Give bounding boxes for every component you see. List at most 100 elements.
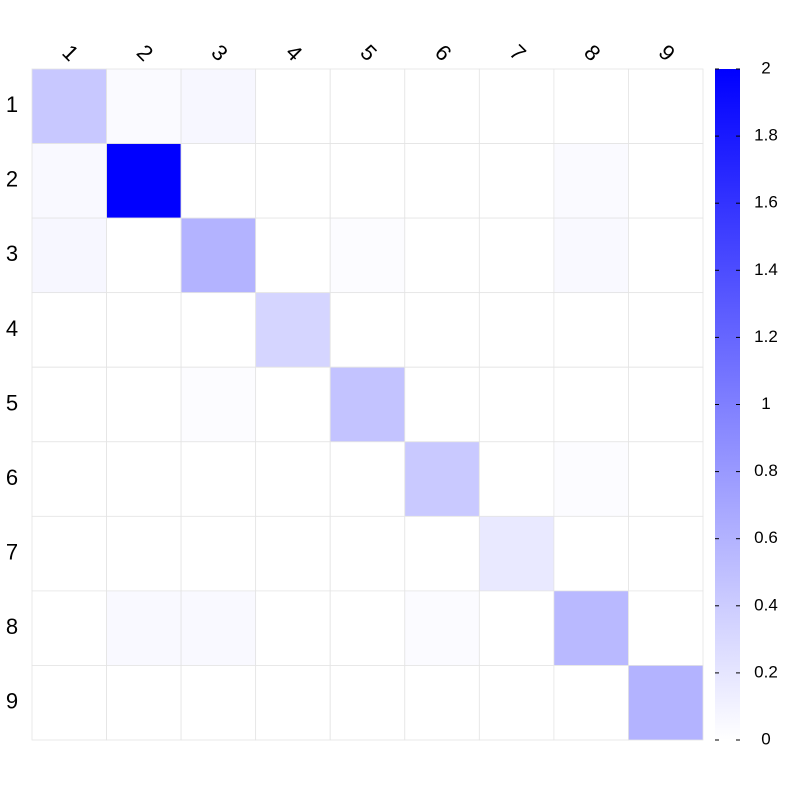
heatmap-cell [478, 665, 555, 741]
heatmap-cell [31, 665, 107, 741]
heatmap-cell [180, 143, 257, 219]
heatmap-cell [31, 590, 107, 666]
heatmap-cell [329, 665, 406, 741]
y-tick-label: 2 [6, 167, 18, 192]
heatmap-cell [329, 217, 406, 294]
y-tick-label: 5 [6, 390, 18, 415]
heatmap-cell [106, 217, 182, 294]
heatmap-cell [478, 143, 555, 219]
y-tick-label: 4 [6, 316, 18, 341]
colorbar-tick-label: 0 [761, 729, 770, 748]
heatmap-cell [478, 217, 555, 294]
heatmap-cell [628, 665, 704, 741]
heatmap-cell [404, 441, 480, 517]
heatmap-cell [31, 292, 107, 368]
heatmap-cell [255, 665, 331, 741]
heatmap-cell [478, 515, 555, 592]
heatmap-cell [404, 665, 480, 741]
heatmap-cell [255, 292, 331, 368]
heatmap-cell [553, 292, 629, 368]
colorbar-tick-label: 1.2 [754, 327, 778, 346]
heatmap-cell [553, 143, 629, 219]
colorbar [715, 69, 740, 740]
heatmap-cell [628, 366, 704, 443]
colorbar-tick-label: 1.4 [754, 260, 778, 279]
heatmap-cell [255, 68, 331, 144]
heatmap-cell [31, 143, 107, 219]
heatmap-cell [180, 217, 257, 294]
heatmap-cell [478, 292, 555, 368]
colorbar-tick-label: 0.4 [754, 595, 778, 614]
heatmap-cell [31, 441, 107, 517]
y-tick-label: 8 [6, 614, 18, 639]
heatmap-cell [628, 217, 704, 294]
heatmap-cell [255, 441, 331, 517]
heatmap-cell [180, 441, 257, 517]
heatmap-cell [478, 441, 555, 517]
heatmap-cell [180, 665, 257, 741]
heatmap-cell [628, 292, 704, 368]
heatmap-cell [404, 217, 480, 294]
heatmap-cell [329, 441, 406, 517]
heatmap-cell [106, 143, 182, 219]
heatmap-cell [106, 441, 182, 517]
heatmap-cell [106, 590, 182, 666]
heatmap-cell [404, 590, 480, 666]
y-tick-label: 9 [6, 689, 18, 714]
heatmap-cell [404, 292, 480, 368]
heatmap-cell [404, 143, 480, 219]
heatmap-cell [255, 217, 331, 294]
heatmap-cell [31, 68, 107, 144]
heatmap-cell [478, 366, 555, 443]
heatmap-cell [180, 590, 257, 666]
heatmap-cell [628, 143, 704, 219]
heatmap-cell [404, 366, 480, 443]
heatmap-cell [553, 590, 629, 666]
heatmap-cell [255, 366, 331, 443]
heatmap-cell [478, 590, 555, 666]
heatmap-cell [31, 366, 107, 443]
heatmap-cell [106, 665, 182, 741]
colorbar-tick-label: 1.8 [754, 126, 778, 145]
heatmap-cell [553, 665, 629, 741]
heatmap-cell [553, 68, 629, 144]
colorbar-tick-label: 1.6 [754, 193, 778, 212]
heatmap-cell [628, 590, 704, 666]
heatmap-cell [180, 366, 257, 443]
heatmap-cell [329, 590, 406, 666]
colorbar-tick-label: 0.8 [754, 461, 778, 480]
heatmap-cell [404, 68, 480, 144]
colorbar-tick-label: 2 [761, 58, 770, 77]
heatmap-cell [478, 68, 555, 144]
y-tick-label: 6 [6, 465, 18, 490]
heatmap-cell [628, 68, 704, 144]
heatmap-cell [553, 217, 629, 294]
colorbar-tick-label: 1 [761, 394, 770, 413]
heatmap-cell [106, 68, 182, 144]
colorbar-tick-label: 0.2 [754, 662, 778, 681]
heatmap-cell [553, 441, 629, 517]
heatmap-cell [31, 515, 107, 592]
heatmap-cell [329, 292, 406, 368]
heatmap-cell [329, 366, 406, 443]
heatmap-cell [553, 515, 629, 592]
heatmap-cell [106, 366, 182, 443]
heatmap-cell [106, 515, 182, 592]
heatmap-cell [329, 515, 406, 592]
heatmap-cell [255, 143, 331, 219]
heatmap-cell [106, 292, 182, 368]
heatmap-cell [180, 515, 257, 592]
y-tick-label: 1 [6, 92, 18, 117]
heatmap-cell [255, 515, 331, 592]
heatmap-cell [329, 143, 406, 219]
heatmap-cell [180, 292, 257, 368]
heatmap-cell [329, 68, 406, 144]
y-tick-label: 3 [6, 241, 18, 266]
heatmap-cell [553, 366, 629, 443]
heatmap-cell [180, 68, 257, 144]
heatmap-cell [255, 590, 331, 666]
heatmap-cell [628, 441, 704, 517]
heatmap-cell [628, 515, 704, 592]
heatmap-cell [404, 515, 480, 592]
